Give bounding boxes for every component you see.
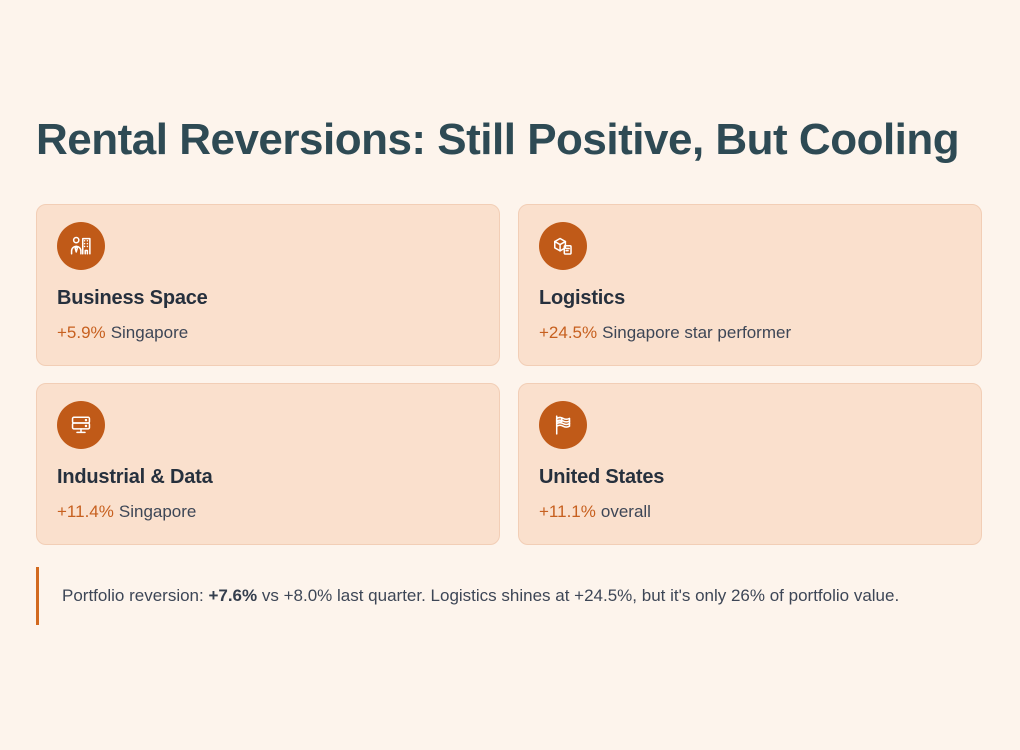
server-icon [57, 401, 105, 450]
card-industrial-data: Industrial & Data +11.4% Singapore [36, 383, 500, 546]
us-flag-icon [539, 401, 587, 450]
business-person-building-icon [57, 222, 105, 271]
page-title: Rental Reversions: Still Positive, But C… [36, 115, 960, 164]
card-stat: +11.1% overall [539, 502, 961, 522]
stat-value: +11.4% [57, 502, 114, 522]
stat-note: Singapore [110, 323, 189, 343]
stat-note: Singapore star performer [602, 323, 792, 343]
card-title: Logistics [539, 287, 625, 310]
logistics-box-icon [539, 222, 587, 271]
card-business-space: Business Space +5.9% Singapore [36, 204, 500, 367]
stat-note: overall [600, 502, 651, 522]
callout-highlight: +7.6% [208, 586, 258, 606]
card-stat: +5.9% Singapore [57, 323, 479, 343]
card-title: Business Space [57, 287, 208, 310]
stat-value: +5.9% [57, 323, 106, 343]
card-title: United States [539, 466, 665, 489]
card-logistics: Logistics +24.5% Singapore star performer [518, 204, 982, 367]
stat-value: +24.5% [539, 323, 598, 343]
stat-value: +11.1% [539, 502, 596, 522]
callout-suffix: vs +8.0% last quarter. Logistics shines … [257, 586, 900, 606]
portfolio-summary-callout: Portfolio reversion: +7.6% vs +8.0% last… [36, 567, 982, 626]
callout-prefix: Portfolio reversion: [62, 586, 209, 606]
metric-card-grid: Business Space +5.9% Singapore Logistics … [36, 204, 982, 546]
stat-note: Singapore [118, 502, 197, 522]
card-stat: +11.4% Singapore [57, 502, 479, 522]
card-stat: +24.5% Singapore star performer [539, 323, 961, 343]
card-united-states: United States +11.1% overall [518, 383, 982, 546]
card-title: Industrial & Data [57, 466, 213, 489]
